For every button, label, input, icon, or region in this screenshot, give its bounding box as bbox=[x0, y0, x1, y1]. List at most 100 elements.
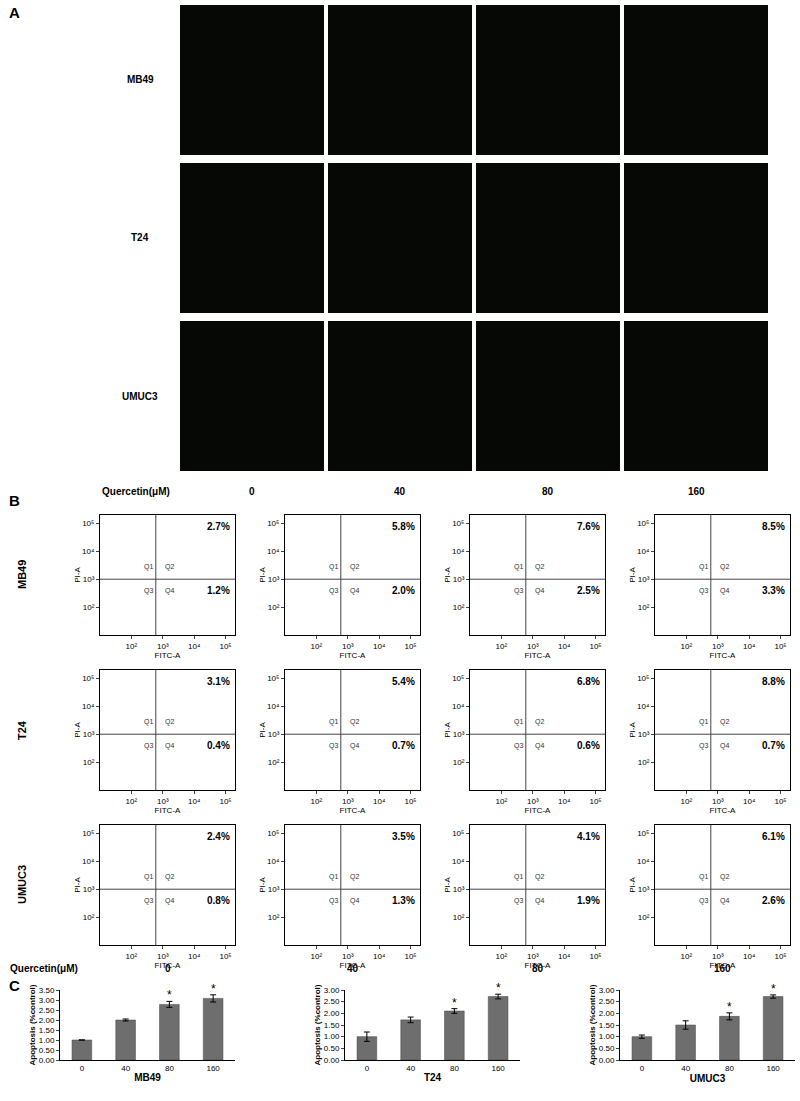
svg-text:MB49: MB49 bbox=[127, 74, 154, 85]
svg-text:Quercetin(μM): Quercetin(μM) bbox=[102, 486, 170, 497]
svg-text:0.00: 0.00 bbox=[599, 1056, 615, 1065]
svg-text:10⁴: 10⁴ bbox=[558, 797, 571, 806]
svg-text:10⁴: 10⁴ bbox=[452, 547, 465, 556]
svg-text:UMUC3: UMUC3 bbox=[122, 391, 158, 402]
svg-text:FITC-A: FITC-A bbox=[525, 961, 551, 970]
svg-text:10³: 10³ bbox=[342, 952, 354, 961]
svg-text:*: * bbox=[452, 996, 457, 1010]
svg-text:Q4: Q4 bbox=[535, 897, 544, 905]
svg-text:10²: 10² bbox=[311, 642, 323, 651]
svg-text:10³: 10³ bbox=[268, 730, 280, 739]
svg-text:PI-A: PI-A bbox=[443, 567, 452, 583]
svg-text:160: 160 bbox=[491, 1064, 505, 1073]
svg-text:10⁴: 10⁴ bbox=[743, 642, 756, 651]
svg-text:10⁵: 10⁵ bbox=[452, 829, 464, 838]
svg-text:Q3: Q3 bbox=[699, 897, 708, 905]
svg-text:2.6%: 2.6% bbox=[762, 895, 785, 906]
svg-text:0.50: 0.50 bbox=[324, 1044, 340, 1053]
svg-text:3.00: 3.00 bbox=[324, 986, 340, 995]
svg-text:MB49: MB49 bbox=[134, 1072, 161, 1083]
svg-text:Q4: Q4 bbox=[350, 897, 359, 905]
svg-text:Q2: Q2 bbox=[720, 563, 729, 571]
svg-text:10⁴: 10⁴ bbox=[558, 642, 571, 651]
svg-text:Q2: Q2 bbox=[165, 718, 174, 726]
svg-text:PI-A: PI-A bbox=[73, 877, 82, 893]
svg-text:Q2: Q2 bbox=[535, 873, 544, 881]
svg-text:40: 40 bbox=[121, 1064, 130, 1073]
svg-text:Q1: Q1 bbox=[514, 563, 523, 571]
svg-text:10³: 10³ bbox=[157, 797, 169, 806]
svg-text:10⁴: 10⁴ bbox=[637, 702, 650, 711]
svg-text:Q1: Q1 bbox=[144, 563, 153, 571]
svg-text:Q3: Q3 bbox=[514, 742, 523, 750]
svg-text:0: 0 bbox=[165, 963, 171, 974]
svg-text:*: * bbox=[211, 982, 216, 996]
svg-text:160: 160 bbox=[766, 1064, 780, 1073]
svg-text:Q2: Q2 bbox=[720, 718, 729, 726]
svg-text:Q2: Q2 bbox=[350, 718, 359, 726]
svg-text:10²: 10² bbox=[268, 913, 280, 922]
svg-text:Q4: Q4 bbox=[535, 742, 544, 750]
svg-text:160: 160 bbox=[714, 963, 731, 974]
svg-text:PI-A: PI-A bbox=[628, 567, 637, 583]
svg-text:7.6%: 7.6% bbox=[577, 521, 600, 532]
svg-text:2.50: 2.50 bbox=[599, 997, 615, 1006]
svg-text:0.00: 0.00 bbox=[39, 1056, 55, 1065]
svg-text:3.3%: 3.3% bbox=[762, 585, 785, 596]
svg-text:0.50: 0.50 bbox=[39, 1046, 55, 1055]
svg-text:10⁵: 10⁵ bbox=[219, 797, 231, 806]
svg-text:10³: 10³ bbox=[638, 885, 650, 894]
svg-text:Q4: Q4 bbox=[720, 587, 729, 595]
svg-text:10²: 10² bbox=[126, 952, 138, 961]
svg-text:FITC-A: FITC-A bbox=[525, 806, 551, 815]
svg-text:Q4: Q4 bbox=[720, 897, 729, 905]
svg-text:T24: T24 bbox=[424, 1072, 442, 1083]
svg-text:10³: 10³ bbox=[268, 885, 280, 894]
svg-text:Q3: Q3 bbox=[144, 587, 153, 595]
svg-text:*: * bbox=[167, 988, 172, 1002]
svg-text:Q1: Q1 bbox=[329, 873, 338, 881]
svg-text:Q2: Q2 bbox=[165, 873, 174, 881]
svg-text:10⁴: 10⁴ bbox=[188, 797, 201, 806]
svg-text:10⁵: 10⁵ bbox=[774, 797, 786, 806]
svg-text:10²: 10² bbox=[496, 642, 508, 651]
svg-text:Q2: Q2 bbox=[165, 563, 174, 571]
svg-text:10³: 10³ bbox=[83, 885, 95, 894]
svg-text:2.00: 2.00 bbox=[324, 1009, 340, 1018]
svg-text:2.50: 2.50 bbox=[324, 997, 340, 1006]
svg-text:1.00: 1.00 bbox=[39, 1036, 55, 1045]
svg-text:10⁵: 10⁵ bbox=[452, 519, 464, 528]
svg-text:3.5%: 3.5% bbox=[392, 831, 415, 842]
svg-text:FITC-A: FITC-A bbox=[340, 806, 366, 815]
svg-text:Apoptosis (%control): Apoptosis (%control) bbox=[588, 984, 597, 1065]
svg-text:160: 160 bbox=[206, 1064, 220, 1073]
svg-text:FITC-A: FITC-A bbox=[710, 651, 736, 660]
svg-text:Q3: Q3 bbox=[144, 897, 153, 905]
svg-text:Q4: Q4 bbox=[720, 742, 729, 750]
svg-text:Q1: Q1 bbox=[699, 873, 708, 881]
svg-text:10³: 10³ bbox=[453, 730, 465, 739]
svg-text:10⁴: 10⁴ bbox=[82, 547, 95, 556]
svg-text:Q4: Q4 bbox=[165, 742, 174, 750]
svg-text:2.7%: 2.7% bbox=[207, 521, 230, 532]
svg-text:1.00: 1.00 bbox=[599, 1032, 615, 1041]
svg-text:10³: 10³ bbox=[453, 575, 465, 584]
svg-text:3.00: 3.00 bbox=[39, 996, 55, 1005]
svg-text:10⁵: 10⁵ bbox=[82, 829, 94, 838]
svg-text:10⁵: 10⁵ bbox=[267, 519, 279, 528]
svg-text:10⁴: 10⁴ bbox=[637, 857, 650, 866]
svg-text:10⁵: 10⁵ bbox=[219, 642, 231, 651]
svg-text:MB49: MB49 bbox=[16, 560, 28, 589]
svg-text:1.50: 1.50 bbox=[39, 1026, 55, 1035]
svg-text:4.1%: 4.1% bbox=[577, 831, 600, 842]
svg-text:10²: 10² bbox=[496, 797, 508, 806]
svg-text:*: * bbox=[771, 982, 776, 996]
svg-text:10⁴: 10⁴ bbox=[373, 797, 386, 806]
svg-text:40: 40 bbox=[394, 486, 406, 497]
svg-text:PI-A: PI-A bbox=[628, 877, 637, 893]
svg-text:10²: 10² bbox=[268, 758, 280, 767]
svg-text:UMUC3: UMUC3 bbox=[16, 865, 28, 904]
svg-text:C: C bbox=[9, 977, 20, 994]
svg-text:T24: T24 bbox=[16, 720, 28, 740]
svg-text:10³: 10³ bbox=[342, 797, 354, 806]
